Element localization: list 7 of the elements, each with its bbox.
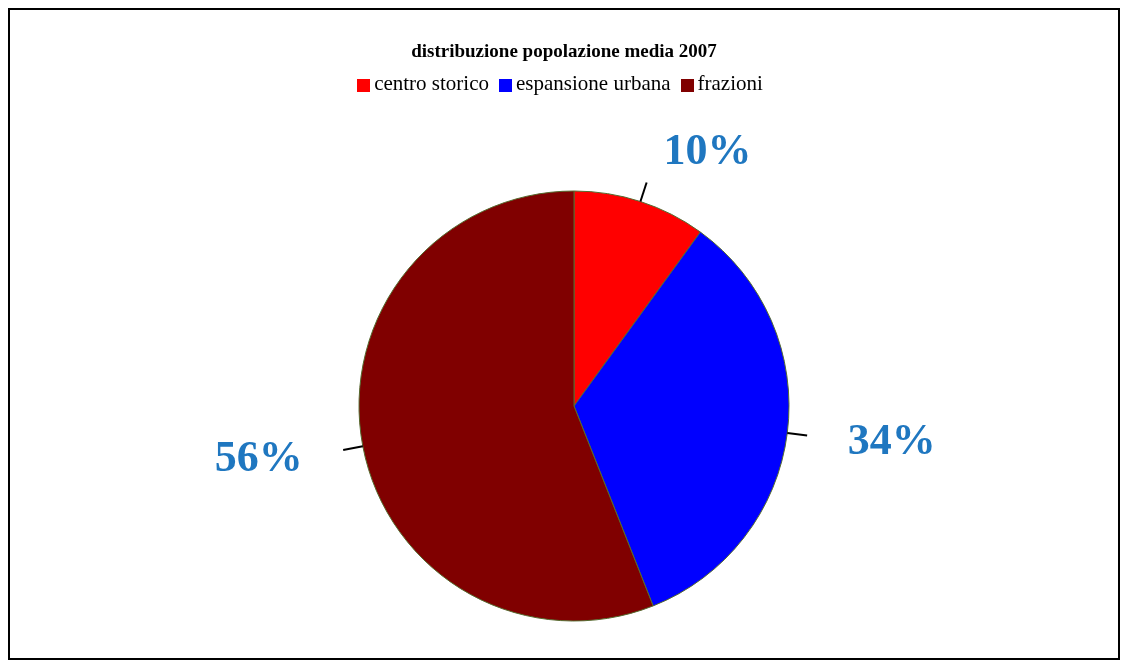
data-label: 10%	[663, 124, 752, 174]
legend-label: espansione urbana	[516, 71, 671, 95]
legend-label: frazioni	[697, 71, 763, 95]
data-label: 34%	[847, 415, 936, 465]
chart-title: distribuzione popolazione media 2007	[410, 40, 718, 63]
legend-label: centro storico	[374, 71, 490, 95]
data-label: 56%	[214, 432, 303, 482]
